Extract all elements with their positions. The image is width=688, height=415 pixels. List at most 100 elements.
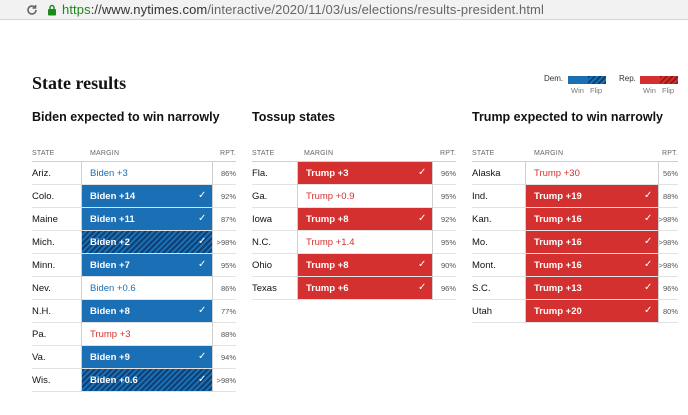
margin-bar <box>82 185 212 207</box>
url-scheme: https <box>62 2 91 17</box>
margin-bar <box>526 185 658 207</box>
margin-value: Biden +9 <box>90 352 130 363</box>
state-name: Texas <box>252 283 277 294</box>
margin-bar <box>526 231 658 253</box>
table-row[interactable]: Va. Biden +9 ✓ 94% <box>32 346 236 369</box>
margin-value: Trump +20 <box>534 306 582 317</box>
margin-value: Biden +7 <box>90 260 130 271</box>
table-row[interactable]: Ind. Trump +19 ✓ 88% <box>472 185 678 208</box>
checkmark-icon: ✓ <box>418 282 427 293</box>
url-text[interactable]: https://www.nytimes.com/interactive/2020… <box>62 2 544 17</box>
state-name: Va. <box>32 352 46 363</box>
legend-rep-win-swatch <box>640 76 660 84</box>
reporting-percent: 92% <box>220 192 236 201</box>
table-row[interactable]: Utah Trump +20 ✓ 80% <box>472 300 678 323</box>
url-path: /interactive/2020/11/03/us/elections/res… <box>207 2 544 17</box>
table-row[interactable]: Fla. Trump +3 ✓ 96% <box>252 162 456 185</box>
table-row[interactable]: Mo. Trump +16 ✓ >98% <box>472 231 678 254</box>
state-name: Ga. <box>252 191 268 202</box>
state-name: Pa. <box>32 329 47 340</box>
margin-value: Trump +16 <box>534 260 582 271</box>
table-row[interactable]: N.C. Trump +1.4 95% <box>252 231 456 254</box>
margin-bar <box>298 254 432 276</box>
table-row[interactable]: Ga. Trump +0.9 95% <box>252 185 456 208</box>
column-divider <box>81 162 82 392</box>
col-margin: MARGIN <box>534 150 564 157</box>
margin-value: Biden +11 <box>90 214 135 225</box>
checkmark-icon: ✓ <box>644 213 653 224</box>
col-state: STATE <box>32 150 55 157</box>
reporting-percent: >98% <box>658 261 678 270</box>
checkmark-icon: ✓ <box>198 236 207 247</box>
panel-heading: Biden expected to win narrowly <box>32 110 220 124</box>
state-name: Minn. <box>32 260 56 271</box>
legend-dem-label: Dem. <box>544 74 564 83</box>
reporting-percent: 87% <box>220 215 236 224</box>
table-row[interactable]: Maine Biden +11 ✓ 87% <box>32 208 236 231</box>
table-row[interactable]: Alaska Trump +30 56% <box>472 162 678 185</box>
column-divider <box>525 162 526 323</box>
col-margin: MARGIN <box>90 150 120 157</box>
table-row[interactable]: Iowa Trump +8 ✓ 92% <box>252 208 456 231</box>
margin-value: Trump +19 <box>534 191 582 202</box>
margin-value: Biden +14 <box>90 191 136 202</box>
column-divider <box>297 162 298 300</box>
checkmark-icon: ✓ <box>198 259 207 270</box>
column-divider <box>432 162 433 300</box>
col-margin: MARGIN <box>304 150 334 157</box>
checkmark-icon: ✓ <box>198 213 207 224</box>
table-row[interactable]: Texas Trump +6 ✓ 96% <box>252 277 456 300</box>
lock-icon <box>45 3 59 17</box>
reporting-percent: >98% <box>658 215 678 224</box>
panel-tossup: Tossup states STATE MARGIN RPT. Fla. Trum… <box>252 110 456 300</box>
reload-icon[interactable] <box>25 3 39 17</box>
table-row[interactable]: Nev. Biden +0.6 86% <box>32 277 236 300</box>
table-row[interactable]: Minn. Biden +7 ✓ 95% <box>32 254 236 277</box>
table-row[interactable]: Wis. Biden +0.6 ✓ >98% <box>32 369 236 392</box>
margin-bar <box>526 300 658 322</box>
legend-rep-win-label: Win <box>643 86 656 95</box>
legend-dem-win-label: Win <box>571 86 584 95</box>
margin-bar <box>298 162 432 184</box>
results-table: Ariz. Biden +3 86% Colo. Biden +14 ✓ 92% Maine B… <box>32 162 236 392</box>
table-row[interactable]: Mich. Biden +2 ✓ >98% <box>32 231 236 254</box>
col-rpt: RPT. <box>662 150 678 157</box>
results-table: Alaska Trump +30 56% Ind. Trump +19 ✓ 88% Kan. T… <box>472 162 678 323</box>
margin-value: Trump +8 <box>306 260 349 271</box>
margin-bar <box>82 346 212 368</box>
column-headers: STATE MARGIN RPT. <box>32 148 236 162</box>
col-rpt: RPT. <box>220 150 236 157</box>
margin-value: Trump +3 <box>306 168 349 179</box>
state-name: Utah <box>472 306 493 317</box>
margin-bar <box>298 277 432 299</box>
state-name: S.C. <box>472 283 491 294</box>
reporting-percent: 90% <box>440 261 456 270</box>
margin-bar <box>82 254 212 276</box>
margin-value: Trump +16 <box>534 214 582 225</box>
margin-bar <box>526 254 658 276</box>
state-name: Iowa <box>252 214 273 225</box>
reporting-percent: 77% <box>220 307 236 316</box>
table-row[interactable]: Kan. Trump +16 ✓ >98% <box>472 208 678 231</box>
state-name: Fla. <box>252 168 268 179</box>
margin-value: Trump +13 <box>534 283 582 294</box>
column-divider <box>658 162 659 323</box>
browser-address-bar[interactable]: https://www.nytimes.com/interactive/2020… <box>0 0 688 20</box>
legend-dem-flip-label: Flip <box>590 86 603 95</box>
column-headers: STATE MARGIN RPT. <box>252 148 456 162</box>
column-headers: STATE MARGIN RPT. <box>472 148 678 162</box>
reporting-percent: 80% <box>662 307 678 316</box>
panel-heading: Trump expected to win narrowly <box>472 110 664 124</box>
table-row[interactable]: Mont. Trump +16 ✓ >98% <box>472 254 678 277</box>
table-row[interactable]: Pa. Trump +3 88% <box>32 323 236 346</box>
table-row[interactable]: S.C. Trump +13 ✓ 96% <box>472 277 678 300</box>
checkmark-icon: ✓ <box>644 236 653 247</box>
state-name: Ohio <box>252 260 273 271</box>
table-row[interactable]: N.H. Biden +8 ✓ 77% <box>32 300 236 323</box>
table-row[interactable]: Ohio Trump +8 ✓ 90% <box>252 254 456 277</box>
column-divider <box>212 162 213 392</box>
reporting-percent: 88% <box>662 192 678 201</box>
table-row[interactable]: Colo. Biden +14 ✓ 92% <box>32 185 236 208</box>
table-row[interactable]: Ariz. Biden +3 86% <box>32 162 236 185</box>
col-state: STATE <box>252 150 275 157</box>
